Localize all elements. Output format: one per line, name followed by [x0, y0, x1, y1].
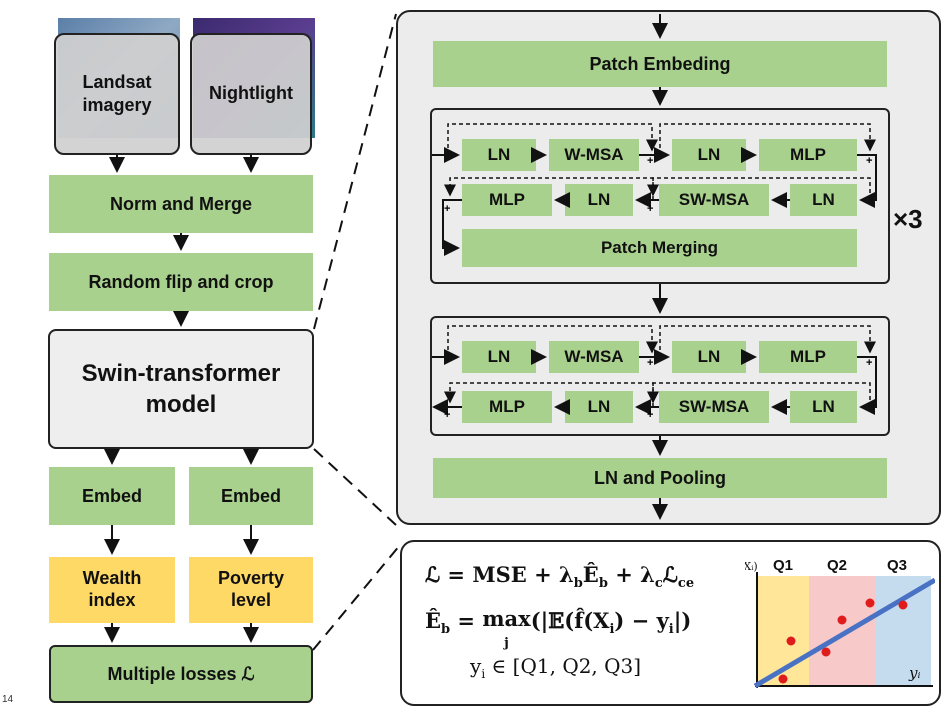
- q3-region: [875, 576, 931, 686]
- stage2-frame: [430, 316, 890, 436]
- y-axis-label: f̂(Xᵢ): [745, 560, 758, 573]
- norm-and-merge-block: Norm and Merge: [49, 175, 313, 233]
- q2-label: Q2: [827, 557, 847, 574]
- data-point: [778, 674, 788, 684]
- poverty-level-block: Poverty level: [189, 557, 313, 623]
- stage1-mlp2: MLP: [462, 184, 552, 216]
- stage2-ln2: LN: [672, 341, 746, 373]
- x-axis-label: yᵢ: [908, 664, 921, 682]
- loss-formula: ℒ = MSE + λbÊb + λcℒce: [425, 562, 695, 592]
- plus-sign-s1d: +: [444, 203, 451, 215]
- plus-sign-s2d: +: [444, 409, 451, 421]
- stage2-ln1: LN: [462, 341, 536, 373]
- plus-sign-s1a: +: [647, 155, 654, 167]
- stage2-swmsa: SW-MSA: [659, 391, 769, 423]
- stage1-mlp1: MLP: [759, 139, 857, 171]
- stage2-mlp2: MLP: [462, 391, 552, 423]
- q1-label: Q1: [773, 557, 793, 574]
- embed-right-block: Embed: [189, 467, 313, 525]
- stage1-ln3: LN: [565, 184, 633, 216]
- data-point: [837, 615, 847, 625]
- data-point: [786, 636, 796, 646]
- stage1-ln2: LN: [672, 139, 746, 171]
- repeat-label: ×3: [893, 204, 923, 234]
- swin-title-line1: Swin-transformer: [81, 359, 281, 387]
- q3-label: Q3: [887, 557, 907, 574]
- swin-title-line2: model: [145, 391, 217, 418]
- random-flip-block: Random flip and crop: [49, 253, 313, 311]
- architecture-panel: [396, 10, 941, 525]
- stage1-swmsa: SW-MSA: [659, 184, 769, 216]
- plus-sign-s2b: +: [866, 357, 873, 369]
- stage1-frame: [430, 108, 890, 284]
- plus-sign-s2a: +: [647, 357, 654, 369]
- wealth-index-block: Wealth index: [49, 557, 175, 623]
- landsat-imagery-box: Landsat imagery: [54, 33, 180, 155]
- multiple-losses-block: Multiple losses ℒ: [49, 645, 313, 703]
- data-point: [898, 600, 908, 610]
- stage1-ln4: LN: [790, 184, 857, 216]
- stage2-ln3: LN: [565, 391, 633, 423]
- plus-sign-s1b: +: [866, 155, 873, 167]
- stage2-ln4: LN: [790, 391, 857, 423]
- q2-region: [809, 576, 875, 686]
- quantile-set-formula: yi ∈ [Q1, Q2, Q3]: [470, 654, 642, 681]
- plus-sign-s2c: +: [647, 409, 654, 421]
- stage2-mlp1: MLP: [759, 341, 857, 373]
- embed-left-block: Embed: [49, 467, 175, 525]
- data-point: [821, 647, 831, 657]
- stage1-wmsa: W-MSA: [549, 139, 639, 171]
- regression-line: [753, 577, 935, 689]
- quantile-plot: f̂(Xᵢ) Q1 Q2 Q3 yᵢ: [745, 557, 935, 689]
- nightlight-box: Nightlight: [190, 33, 312, 155]
- stage2-wmsa: W-MSA: [549, 341, 639, 373]
- page-number: 14: [2, 694, 14, 705]
- patch-embedding-block: Patch Embeding: [433, 41, 887, 87]
- swin-transformer-box: Swin-transformer model: [48, 329, 314, 449]
- bias-formula: Êb = max j(|𝔼(f̂(Xi) − yi|): [425, 606, 692, 651]
- ln-pooling-block: LN and Pooling: [433, 458, 887, 498]
- data-point: [865, 598, 875, 608]
- patch-merging-block: Patch Merging: [462, 229, 857, 267]
- stage1-ln1: LN: [462, 139, 536, 171]
- plus-sign-s1c: +: [647, 203, 654, 215]
